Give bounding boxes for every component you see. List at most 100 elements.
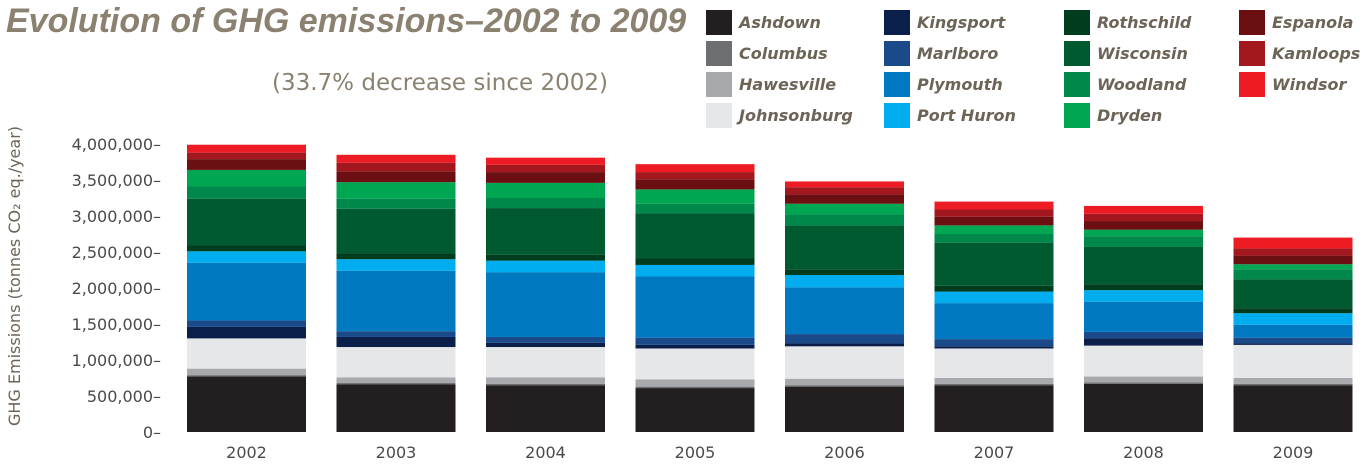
bar-segment-johnsonburg-2003 bbox=[336, 347, 456, 378]
bar-segment-port-huron-2002 bbox=[187, 251, 306, 263]
bar-segment-ashdown-2005 bbox=[635, 388, 755, 432]
bar-segment-kingsport-2007 bbox=[934, 346, 1054, 349]
x-tick-label-2009: 2009 bbox=[1273, 443, 1314, 462]
bar-segment-johnsonburg-2006 bbox=[785, 346, 904, 379]
bar-segment-dryden-2006 bbox=[785, 203, 904, 215]
bar-segment-windsor-2007 bbox=[934, 201, 1054, 210]
legend-label-kamloops: Kamloops bbox=[1272, 43, 1361, 63]
bar-segment-johnsonburg-2004 bbox=[486, 347, 605, 378]
bar-segment-columbus-2006 bbox=[785, 385, 904, 387]
bar-segment-ashdown-2002 bbox=[187, 376, 306, 432]
legend-swatch-rothschild bbox=[1064, 9, 1090, 35]
bar-segment-wisconsin-2003 bbox=[336, 208, 456, 254]
bar-segment-kingsport-2004 bbox=[486, 342, 605, 348]
legend-swatch-kingsport bbox=[884, 9, 910, 35]
x-tick-label-2006: 2006 bbox=[824, 443, 865, 462]
legend-swatch-port-huron bbox=[884, 102, 910, 128]
bar-segment-port-huron-2007 bbox=[934, 291, 1054, 304]
y-tick-label-2500000: 2,500,000– bbox=[72, 243, 161, 262]
bar-segment-dryden-2007 bbox=[934, 225, 1054, 234]
bar-segment-dryden-2004 bbox=[486, 182, 605, 198]
bar-segment-ashdown-2008 bbox=[1084, 383, 1203, 432]
bar-segment-hawesville-2004 bbox=[486, 377, 605, 384]
bar-segment-wisconsin-2009 bbox=[1233, 279, 1353, 309]
bar-segment-espanola-2002 bbox=[187, 159, 306, 170]
legend-swatch-kamloops bbox=[1239, 40, 1265, 66]
bar-segment-johnsonburg-2007 bbox=[934, 348, 1054, 378]
bar-segment-port-huron-2006 bbox=[785, 275, 904, 288]
bar-segment-kingsport-2006 bbox=[785, 343, 904, 347]
bar-segment-wisconsin-2006 bbox=[785, 225, 904, 270]
bar-segment-kingsport-2003 bbox=[336, 336, 456, 348]
bar-segment-hawesville-2008 bbox=[1084, 376, 1203, 383]
legend-label-woodland: Woodland bbox=[1097, 74, 1187, 94]
bar-segment-columbus-2005 bbox=[635, 386, 755, 389]
legend-swatch-wisconsin bbox=[1064, 40, 1090, 66]
bar-segment-plymouth-2002 bbox=[187, 262, 306, 321]
bar-segment-kingsport-2005 bbox=[635, 344, 755, 349]
legend-item-plymouth: Plymouth bbox=[884, 70, 1003, 98]
bar-segment-ashdown-2007 bbox=[934, 385, 1054, 432]
bar-segment-espanola-2004 bbox=[486, 172, 605, 183]
bar-segment-ashdown-2004 bbox=[486, 385, 605, 432]
bar-segment-rothschild-2005 bbox=[635, 258, 755, 265]
bar-segment-windsor-2003 bbox=[336, 154, 456, 163]
bar-segment-windsor-2005 bbox=[635, 164, 755, 173]
bar-segment-woodland-2009 bbox=[1233, 269, 1353, 280]
bar-segment-kamloops-2007 bbox=[934, 209, 1054, 217]
y-axis-title: GHG Emissions (tonnes CO₂ eq./year) bbox=[5, 126, 24, 426]
legend-item-kamloops: Kamloops bbox=[1239, 39, 1360, 67]
bar-segment-columbus-2003 bbox=[336, 383, 456, 385]
bar-segment-windsor-2009 bbox=[1233, 237, 1353, 249]
chart-legend: Ashdown Columbus Hawesville Johnsonburg King… bbox=[706, 8, 1372, 132]
bar-segment-dryden-2002 bbox=[187, 169, 306, 187]
bar-segment-woodland-2006 bbox=[785, 214, 904, 226]
bar-segment-columbus-2004 bbox=[486, 383, 605, 386]
bar-segment-hawesville-2007 bbox=[934, 378, 1054, 384]
legend-item-woodland: Woodland bbox=[1064, 70, 1186, 98]
bar-segment-columbus-2002 bbox=[187, 375, 306, 377]
bar-segment-woodland-2003 bbox=[336, 198, 456, 209]
bar-segment-espanola-2006 bbox=[785, 194, 904, 204]
y-tick-label-2000000: 2,000,000– bbox=[72, 279, 161, 298]
bar-segment-plymouth-2008 bbox=[1084, 301, 1203, 332]
bar-segment-dryden-2009 bbox=[1233, 264, 1353, 270]
bar-segment-rothschild-2002 bbox=[187, 245, 306, 252]
legend-label-ashdown: Ashdown bbox=[739, 12, 821, 32]
x-tick-label-2002: 2002 bbox=[226, 443, 267, 462]
bar-segment-ashdown-2003 bbox=[336, 384, 456, 432]
legend-item-dryden: Dryden bbox=[1064, 101, 1162, 129]
legend-swatch-woodland bbox=[1064, 71, 1090, 97]
legend-label-columbus: Columbus bbox=[739, 43, 828, 63]
legend-swatch-plymouth bbox=[884, 71, 910, 97]
bar-segment-johnsonburg-2002 bbox=[187, 338, 306, 369]
bar-segment-johnsonburg-2005 bbox=[635, 348, 755, 380]
legend-item-johnsonburg: Johnsonburg bbox=[706, 101, 853, 129]
legend-label-port-huron: Port Huron bbox=[917, 105, 1016, 125]
bar-segment-rothschild-2006 bbox=[785, 269, 904, 276]
legend-swatch-hawesville bbox=[706, 71, 732, 97]
bar-segment-johnsonburg-2008 bbox=[1084, 345, 1203, 377]
legend-label-plymouth: Plymouth bbox=[917, 74, 1003, 94]
x-tick-label-2005: 2005 bbox=[675, 443, 716, 462]
bar-segment-johnsonburg-2009 bbox=[1233, 344, 1353, 378]
y-tick-label-1500000: 1,500,000– bbox=[72, 315, 161, 334]
bar-segment-hawesville-2003 bbox=[336, 377, 456, 384]
bar-segment-port-huron-2003 bbox=[336, 259, 456, 271]
legend-swatch-marlboro bbox=[884, 40, 910, 66]
bar-segment-woodland-2007 bbox=[934, 234, 1054, 243]
bar-segment-ashdown-2006 bbox=[785, 386, 904, 432]
y-tick-label-1000000: 1,000,000– bbox=[72, 351, 161, 370]
bar-segment-dryden-2005 bbox=[635, 189, 755, 204]
bar-segment-plymouth-2007 bbox=[934, 303, 1054, 340]
bar-segment-plymouth-2003 bbox=[336, 270, 456, 332]
legend-label-rothschild: Rothschild bbox=[1097, 12, 1192, 32]
legend-swatch-dryden bbox=[1064, 102, 1090, 128]
legend-label-hawesville: Hawesville bbox=[739, 74, 837, 94]
legend-item-port-huron: Port Huron bbox=[884, 101, 1016, 129]
bar-segment-marlboro-2005 bbox=[635, 337, 755, 345]
legend-label-dryden: Dryden bbox=[1097, 105, 1163, 125]
bar-segment-windsor-2008 bbox=[1084, 205, 1203, 214]
bar-segment-marlboro-2009 bbox=[1233, 337, 1353, 344]
